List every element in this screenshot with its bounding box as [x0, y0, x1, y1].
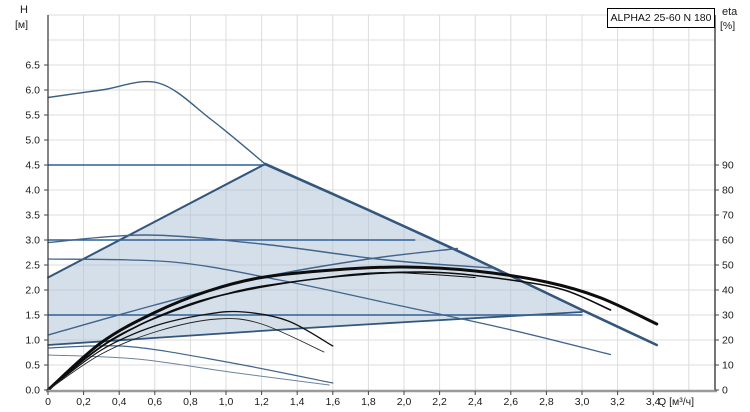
tick-label: 5.0	[25, 135, 40, 147]
tick-label: 1,0	[219, 396, 234, 408]
tick-label: 0.5	[25, 360, 40, 372]
speed-iii-curve	[47, 234, 494, 269]
tick-label: 2.5	[25, 260, 40, 272]
tick-label: 2,6	[503, 396, 518, 408]
tick-label: 1.5	[25, 310, 40, 322]
tick-label: 0	[722, 385, 728, 397]
tick-label: 0,8	[183, 396, 198, 408]
left-axis-title: H	[20, 4, 28, 16]
tick-label: 6.5	[25, 60, 40, 72]
tick-label: 20	[722, 335, 734, 347]
eta-curve-3	[47, 271, 476, 391]
tick-label: 2.0	[25, 285, 40, 297]
tick-label: 2,4	[468, 396, 483, 408]
min-speed-curve	[47, 354, 330, 386]
tick-label: 80	[722, 185, 734, 197]
tick-label: 2,2	[432, 396, 447, 408]
tick-label: 70	[722, 210, 734, 222]
tick-label: 1,4	[290, 396, 305, 408]
tick-label: 4.5	[25, 160, 40, 172]
tick-label: 30	[722, 310, 734, 322]
tick-label: 5.5	[25, 110, 40, 122]
tick-label: 0,2	[76, 396, 91, 408]
tick-label: 3.0	[25, 235, 40, 247]
tick-label: 10	[722, 360, 734, 372]
max-speed-curve-envelope-edge	[263, 162, 659, 347]
tick-label: 0	[45, 396, 51, 408]
eta-curve-max	[46, 265, 659, 392]
tick-label: 0,4	[112, 396, 127, 408]
tick-label: 2,8	[539, 396, 554, 408]
tick-label: 1,2	[254, 396, 269, 408]
eta-curve-speed-ii	[47, 310, 334, 391]
right-axis-title: eta	[722, 6, 738, 18]
control-range-region	[48, 164, 582, 345]
tick-label: 3.5	[25, 210, 40, 222]
tick-label: 6.0	[25, 85, 40, 97]
left-axis-unit: [м]	[15, 19, 29, 31]
tick-label: 1,8	[361, 396, 376, 408]
tick-label: 0,6	[147, 396, 162, 408]
tick-label: 2,0	[397, 396, 412, 408]
tick-label: 4.0	[25, 185, 40, 197]
tick-label: 3,0	[575, 396, 590, 408]
tick-label: 40	[722, 285, 734, 297]
tick-label: 1,6	[325, 396, 340, 408]
tick-label: 60	[722, 235, 734, 247]
pp3-limit-line	[47, 163, 267, 279]
speed-i-curve	[47, 345, 334, 384]
tick-label: 1.0	[25, 335, 40, 347]
pump-model-title-box: ALPHA2 25-60 N 180	[607, 8, 715, 28]
tick-label: 90	[722, 160, 734, 172]
max-speed-curve	[47, 80, 266, 165]
tick-label: 0.0	[25, 385, 40, 397]
tick-label: 50	[722, 260, 734, 272]
right-axis-unit: [%]	[720, 20, 736, 32]
x-axis-title: Q [м³/ч]	[658, 396, 695, 408]
tick-label: 3,4	[646, 396, 661, 408]
eta-curve-speed-i	[47, 318, 325, 391]
speed-ii-curve	[47, 258, 612, 356]
tick-label: 3,2	[610, 396, 625, 408]
